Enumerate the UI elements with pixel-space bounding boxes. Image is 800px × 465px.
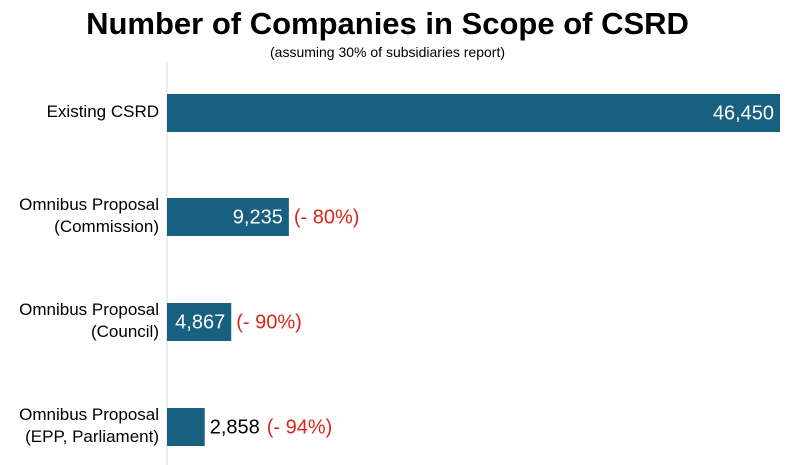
bar-1 [167,94,780,132]
change-label-4: (- 94%) [267,416,333,438]
change-label-3: (- 90%) [236,311,302,333]
category-label-3: Omnibus Proposal (Council) [19,300,159,341]
bar-2 [167,198,289,236]
chart-title: Number of Companies in Scope of CSRD [86,6,689,41]
bar-3 [167,303,232,341]
bar-4 [167,408,205,446]
value-label-1: 46,450 [713,102,774,124]
value-label-4: 2,858 [210,416,260,438]
category-label-2: Omnibus Proposal (Commission) [19,195,159,236]
category-label-4: Omnibus Proposal (EPP, Parliament) [19,405,159,446]
category-label-line: Omnibus Proposal [19,300,159,319]
category-label-line: Existing CSRD [47,102,159,121]
category-label-line: (Commission) [54,217,159,236]
category-label-line: Omnibus Proposal [19,405,159,424]
category-label-line: (Council) [91,322,159,341]
change-label-2: (- 80%) [294,206,360,228]
chart-subtitle: (assuming 30% of subsidiaries report) [270,44,505,60]
value-label-3: 4,867 [175,311,225,333]
category-label-line: (EPP, Parliament) [25,427,159,446]
value-label-2: 9,235 [233,206,283,228]
category-label-line: Omnibus Proposal [19,195,159,214]
category-label-1: Existing CSRD [47,102,159,121]
